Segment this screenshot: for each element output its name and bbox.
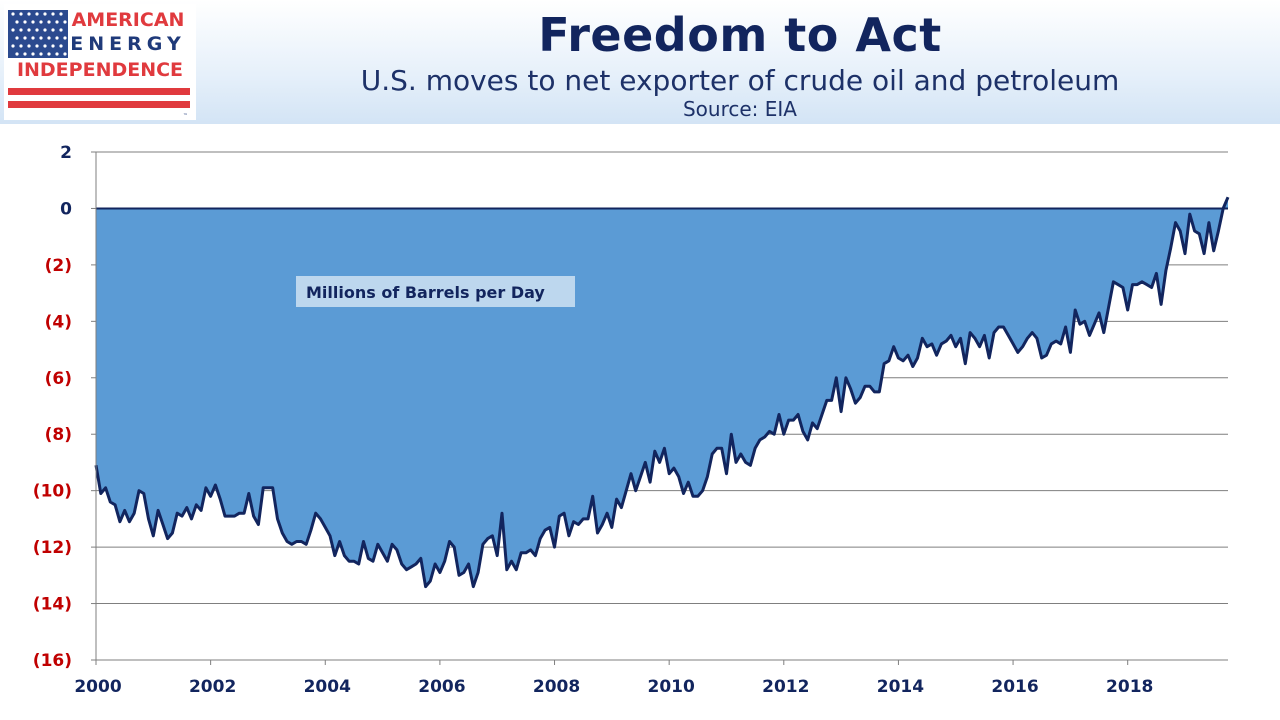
logo-star-icon [31,20,35,24]
logo-star-icon [43,12,47,16]
x-tick-label: 2002 [189,677,236,697]
logo-star-icon [47,36,51,40]
logo-star-icon [11,12,15,16]
logo-star-icon [59,12,63,16]
x-tick-label: 2000 [74,677,121,697]
logo-star-icon [15,36,19,40]
logo-star-icon [39,52,43,56]
logo-star-icon [55,20,59,24]
logo-star-icon [63,52,67,56]
logo-star-icon [39,20,43,24]
annotation-label: Millions of Barrels per Day [306,283,545,302]
logo-star-icon [59,44,63,48]
y-tick-label: 0 [60,199,72,219]
logo-star-icon [31,36,35,40]
logo-star-icon [51,28,55,32]
chart-subtitle: U.S. moves to net exporter of crude oil … [360,64,1120,97]
logo-star-icon [23,52,27,56]
logo-star-icon [47,20,51,24]
logo-star-icon [47,52,51,56]
y-tick-label: 2 [60,143,72,163]
logo-star-icon [31,52,35,56]
logo-star-icon [27,44,31,48]
logo-star-icon [35,44,39,48]
logo-star-icon [15,52,19,56]
y-tick-label: (6) [45,369,72,389]
series-line [94,196,1230,589]
logo-stripe [8,88,190,95]
logo-star-icon [15,20,19,24]
logo-star-icon [43,28,47,32]
logo-star-icon [51,44,55,48]
y-tick-label: (12) [33,538,72,558]
logo-star-icon [35,12,39,16]
x-tick-label: 2018 [1106,677,1153,697]
x-tick-label: 2006 [418,677,465,697]
x-tick-label: 2012 [762,677,809,697]
logo-star-icon [39,36,43,40]
logo-line-energy: ENERGY [70,33,185,55]
y-tick-label: (10) [33,482,72,502]
logo-trademark: ™ [183,113,188,119]
logo-star-icon [11,28,15,32]
logo-star-icon [59,28,63,32]
y-tick-label: (2) [45,256,72,276]
area-fill [96,197,1228,587]
logo-line-independence: INDEPENDENCE [17,59,183,81]
logo-flag-canton [8,10,68,58]
logo-star-icon [55,52,59,56]
logo-star-icon [51,12,55,16]
net-petroleum-chart: 2 0 (2) (4) (6) (8) (10) (12) (14) (16)2000 2002 20… [33,143,1230,697]
logo-star-icon [11,44,15,48]
y-tick-label: (14) [33,595,72,615]
annotation: Millions of Barrels per Day [296,276,575,307]
y-tick-label: (16) [33,651,72,671]
logo-star-icon [27,12,31,16]
logo-star-icon [63,20,67,24]
logo-star-icon [63,36,67,40]
logo-stripe [8,101,190,108]
header-band [0,0,1280,124]
annotation-box [296,276,575,307]
logo-star-icon [35,28,39,32]
logo-star-icon [43,44,47,48]
logo-stars-icon [11,12,67,56]
series-area [94,196,1230,589]
american-energy-independence-logo: AMERICAN ENERGY INDEPENDENCE ™ [4,4,196,120]
y-tick-label: (8) [45,425,72,445]
tick-labels: 2 0 (2) (4) (6) (8) (10) (12) (14) (16)2000 2002 20… [33,143,1154,697]
y-tick-label: (4) [45,312,72,332]
logo-star-icon [23,20,27,24]
logo-star-icon [19,44,23,48]
x-tick-label: 2008 [533,677,580,697]
x-tick-label: 2014 [877,677,924,697]
axes [91,151,1228,665]
logo-star-icon [55,36,59,40]
chart-title: Freedom to Act [538,8,942,62]
x-tick-label: 2010 [648,677,695,697]
logo-star-icon [23,36,27,40]
x-tick-label: 2016 [991,677,1038,697]
x-tick-label: 2004 [304,677,351,697]
logo-line-american: AMERICAN [72,9,185,31]
logo-star-icon [19,28,23,32]
chart-source: Source: EIA [682,97,797,121]
logo-star-icon [19,12,23,16]
logo-star-icon [27,28,31,32]
